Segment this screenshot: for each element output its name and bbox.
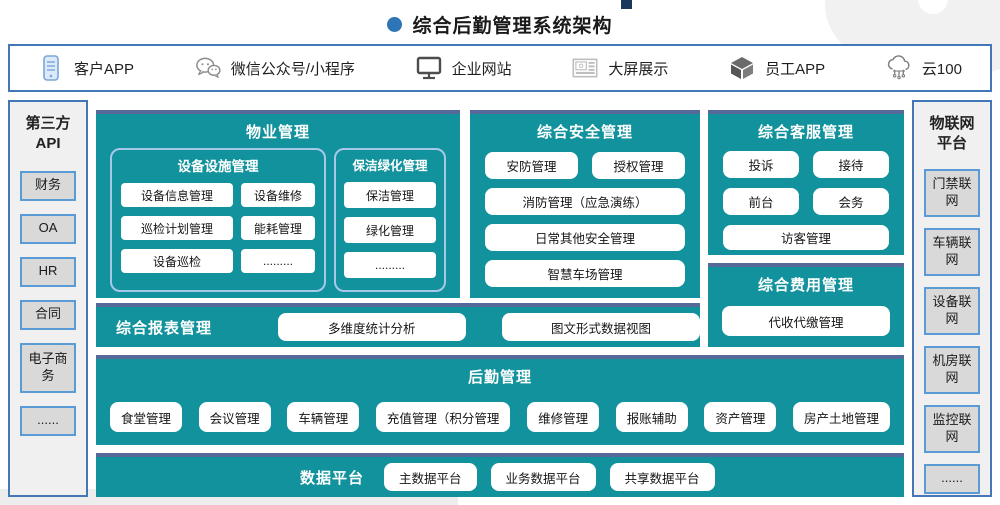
diagram-node: 投诉 (723, 151, 799, 178)
channel-label: 云100 (921, 60, 962, 78)
api-item: 财务 (20, 170, 76, 201)
iot-item: 监控联网 (924, 404, 980, 453)
diagram-node: 维修管理 (527, 402, 600, 432)
channel-label: 员工APP (765, 60, 826, 78)
section-security-management: 综合安全管理 安防管理 授权管理 消防管理（应急演练） 日常其他安全管理 智慧车… (470, 110, 700, 298)
section-property-management: 物业管理 设备设施管理 设备信息管理 设备维修 巡检计划管理 能耗管理 设备巡检… (96, 110, 460, 298)
diagram-node: 前台 (723, 188, 799, 215)
channel-bar: 客户APP 微信公众号/小程序 企业网站 大屏展示 员工APP (8, 44, 992, 92)
title-bullet-dot (387, 16, 403, 32)
iot-item: 车辆联网 (924, 227, 980, 276)
third-party-api-panel: 第三方API 财务 OA HR 合同 电子商务 ...... (8, 100, 88, 497)
channel-wechat: 微信公众号/小程序 (195, 55, 355, 81)
section-data-platform: 数据平台 主数据平台 业务数据平台 共享数据平台 (96, 453, 904, 497)
page-title: 综合后勤管理系统架构 (0, 8, 1000, 40)
diagram-node: 保洁管理 (344, 182, 436, 208)
diagram-node: 设备信息管理 (121, 183, 233, 207)
api-item: 电子商务 (20, 342, 76, 393)
section-title: 综合客服管理 (757, 124, 854, 141)
section-fees-management: 综合费用管理 代收代缴管理 (708, 263, 904, 347)
iot-item: ...... (924, 463, 980, 494)
channel-label: 大屏展示 (608, 60, 669, 78)
diagram-node: 能耗管理 (241, 216, 315, 240)
diagram-node: 食堂管理 (110, 402, 183, 432)
diagram-node: 接待 (813, 151, 889, 178)
wechat-icon (195, 55, 221, 81)
diagram-node: 代收代缴管理 (722, 306, 890, 336)
subsection-cleaning: 保洁绿化管理 保洁管理 绿化管理 ......... (334, 148, 446, 292)
section-title: 综合安全管理 (536, 124, 633, 141)
channel-cloud100: 云100 (886, 55, 962, 81)
diagram-node: 会务 (813, 188, 889, 215)
diagram-node: 授权管理 (592, 152, 685, 179)
diagram-node: 资产管理 (704, 402, 777, 432)
diagram-node: 报账辅助 (615, 402, 688, 432)
diagram-node: 设备维修 (241, 183, 315, 207)
decor-circle-small (918, 0, 948, 14)
diagram-node: 绿化管理 (344, 217, 436, 243)
diagram-node: 设备巡检 (121, 249, 233, 273)
diagram-node: 会议管理 (198, 402, 271, 432)
diagram-node: ......... (344, 252, 436, 278)
channel-employee-app: 员工APP (729, 55, 825, 81)
section-title: 综合报表管理 (116, 319, 213, 337)
big-screen-icon (572, 55, 598, 81)
page-title-text: 综合后勤管理系统架构 (412, 15, 613, 37)
channel-website: 企业网站 (416, 55, 512, 81)
decor-mark (621, 0, 632, 9)
website-monitor-icon (416, 55, 442, 81)
iot-item: 设备联网 (924, 286, 980, 335)
section-title: 后勤管理 (467, 369, 532, 386)
panel-title: 第三方API (25, 115, 71, 153)
channel-label: 微信公众号/小程序 (230, 60, 355, 78)
channel-big-screen: 大屏展示 (572, 55, 668, 81)
diagram-node: 多维度统计分析 (277, 313, 466, 341)
iot-item: 机房联网 (924, 345, 980, 394)
section-title: 综合费用管理 (757, 277, 854, 294)
cube-icon (729, 55, 755, 81)
api-item: HR (20, 256, 76, 287)
iot-platform-panel: 物联网平台 门禁联网 车辆联网 设备联网 机房联网 监控联网 ...... (912, 100, 992, 497)
subsection-title: 设备设施管理 (177, 159, 259, 174)
subsection-equipment: 设备设施管理 设备信息管理 设备维修 巡检计划管理 能耗管理 设备巡检 ....… (110, 148, 326, 292)
channel-customer-app: 客户APP (38, 55, 134, 81)
panel-title: 物联网平台 (929, 115, 975, 153)
diagram-node: 充值管理（积分管理 (375, 402, 511, 432)
diagram-node: 共享数据平台 (609, 463, 715, 491)
section-logistics-management: 后勤管理 食堂管理 会议管理 车辆管理 充值管理（积分管理 维修管理 报账辅助 … (96, 355, 904, 445)
iot-item: 门禁联网 (924, 168, 980, 217)
diagram-node: 主数据平台 (384, 463, 477, 491)
mobile-app-icon (38, 55, 64, 81)
diagram-node: 业务数据平台 (490, 463, 596, 491)
diagram-node: 消防管理（应急演练） (485, 188, 685, 215)
diagram-node: 车辆管理 (287, 402, 360, 432)
api-item: ...... (20, 405, 76, 436)
subsection-title: 保洁绿化管理 (352, 159, 428, 173)
section-title: 物业管理 (245, 124, 310, 141)
diagram-node: 智慧车场管理 (485, 260, 685, 287)
cloud-iot-icon (886, 55, 912, 81)
diagram-node: 日常其他安全管理 (485, 224, 685, 251)
section-title: 数据平台 (300, 469, 365, 487)
diagram-node: 图文形式数据视图 (501, 313, 700, 341)
diagram-node: 安防管理 (485, 152, 578, 179)
diagram-node: ......... (241, 249, 315, 273)
channel-label: 客户APP (74, 60, 135, 78)
diagram-node: 访客管理 (723, 225, 889, 250)
api-item: 合同 (20, 299, 76, 330)
section-reports-management: 综合报表管理 多维度统计分析 图文形式数据视图 (96, 303, 700, 347)
diagram-node: 巡检计划管理 (121, 216, 233, 240)
section-customer-service: 综合客服管理 投诉 接待 前台 会务 访客管理 (708, 110, 904, 255)
api-item: OA (20, 213, 76, 244)
channel-label: 企业网站 (451, 60, 512, 78)
diagram-node: 房产土地管理 (792, 402, 890, 432)
